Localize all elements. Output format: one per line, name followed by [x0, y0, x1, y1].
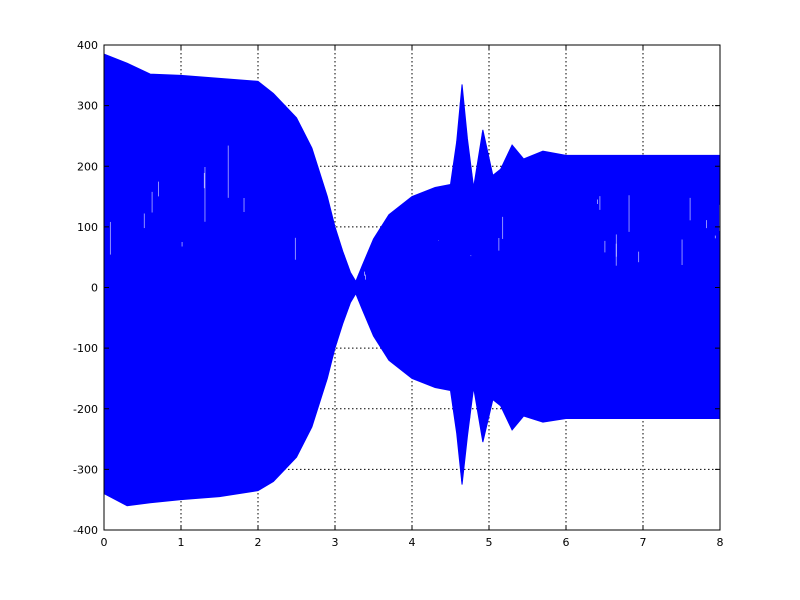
y-tick-labels: 400 300 200 100 0 -100 -200 -300 -400 — [73, 39, 98, 537]
x-tick-label: 0 — [101, 536, 108, 549]
series-layer — [103, 53, 721, 507]
y-tick-label: -200 — [73, 403, 98, 416]
x-tick-labels: 0 1 2 3 4 5 6 7 8 — [101, 536, 724, 549]
x-tick-label: 8 — [717, 536, 724, 549]
x-tick-label: 1 — [178, 536, 185, 549]
y-tick-label: 100 — [77, 221, 98, 234]
y-tick-label: -100 — [73, 342, 98, 355]
x-tick-label: 5 — [486, 536, 493, 549]
y-tick-label: 200 — [77, 160, 98, 173]
x-tick-label: 3 — [332, 536, 339, 549]
x-tick-label: 2 — [255, 536, 262, 549]
y-tick-label: 300 — [77, 100, 98, 113]
y-tick-label: 400 — [77, 39, 98, 52]
y-tick-label: -400 — [73, 524, 98, 537]
x-tick-label: 7 — [640, 536, 647, 549]
tick-marks — [103, 44, 721, 531]
x-tick-label: 4 — [409, 536, 416, 549]
x-tick-label: 6 — [563, 536, 570, 549]
y-tick-label: 0 — [91, 282, 98, 295]
y-tick-label: -300 — [73, 463, 98, 476]
series-line-0 — [103, 57, 721, 506]
